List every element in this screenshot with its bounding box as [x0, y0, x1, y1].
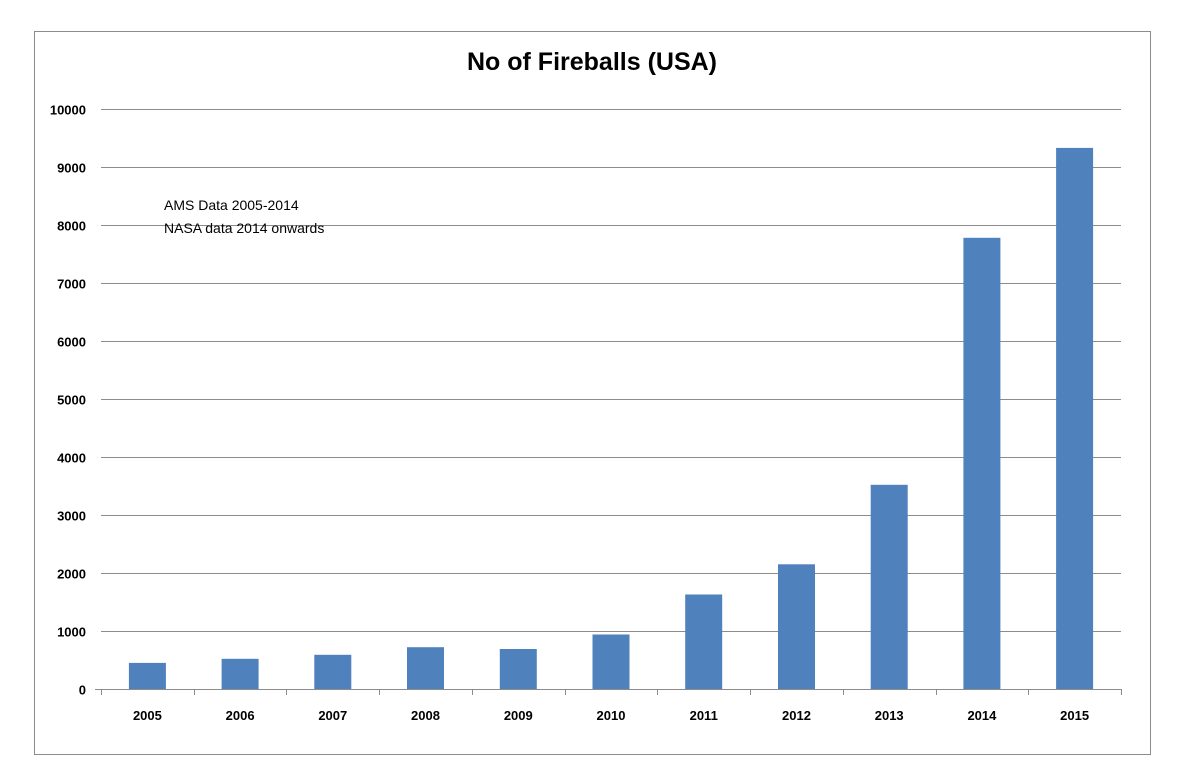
bar-2012 [778, 564, 815, 689]
bar-2015 [1056, 147, 1094, 689]
annotation-line-2: NASA data 2014 onwards [164, 220, 324, 236]
bar-2011 [685, 594, 723, 689]
y-tick-label: 2000 [57, 567, 86, 582]
x-axis-tick-labels: 2005 2006 2007 2008 2009 2010 2011 2012 2013 2014… [133, 708, 1089, 723]
y-tick-label: 6000 [57, 335, 86, 350]
y-tick-label: 3000 [57, 509, 86, 524]
y-tick-label: 8000 [57, 219, 86, 234]
y-tick-label: 1000 [57, 625, 86, 640]
annotation: AMS Data 2005-2014 NASA data 2014 onward… [164, 197, 324, 236]
y-tick-label: 4000 [57, 451, 86, 466]
x-tick-label: 2013 [875, 708, 904, 723]
chart-title: No of Fireballs (USA) [467, 48, 717, 76]
y-axis-tick-labels: 0 1000 2000 3000 4000 5000 6000 7000 8000 9000 100… [50, 103, 86, 698]
x-tick-label: 2012 [782, 708, 811, 723]
x-tick-label: 2015 [1060, 708, 1089, 723]
y-tick-label: 7000 [57, 277, 86, 292]
bar-2008 [407, 647, 444, 689]
x-tick-label: 2008 [411, 708, 440, 723]
x-tick-label: 2011 [690, 708, 718, 723]
y-tick-label: 10000 [50, 103, 86, 118]
gridlines [101, 109, 1121, 632]
annotation-line-1: AMS Data 2005-2014 [164, 197, 299, 213]
bars [128, 147, 1094, 690]
y-tick-label: 5000 [57, 393, 86, 408]
x-tick-label: 2014 [967, 708, 997, 723]
y-tick-label: 0 [79, 683, 86, 698]
x-tick-label: 2009 [504, 708, 533, 723]
x-tick-label: 2006 [226, 708, 255, 723]
bar-2010 [592, 634, 630, 689]
bar-2013 [870, 484, 908, 689]
x-tick-label: 2007 [318, 708, 347, 723]
bar-2014 [963, 237, 1001, 690]
x-axis [95, 689, 1122, 695]
bar-2009 [499, 649, 537, 689]
x-tick-label: 2010 [597, 708, 626, 723]
bar-2005 [128, 662, 166, 689]
bar-2007 [314, 654, 352, 689]
x-tick-label: 2005 [133, 708, 162, 723]
bar-2006 [221, 658, 259, 689]
y-tick-label: 9000 [57, 161, 86, 176]
